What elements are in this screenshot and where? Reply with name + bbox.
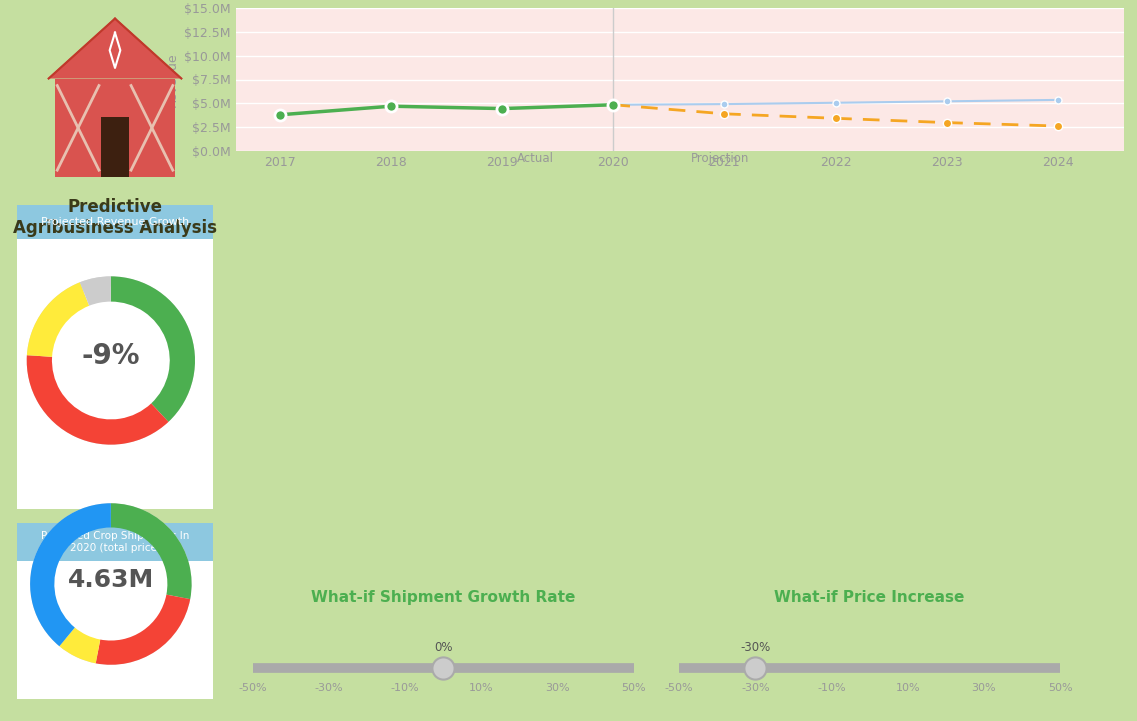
Text: Projected Revenue Growth: Projected Revenue Growth [41, 217, 189, 227]
Wedge shape [27, 282, 89, 357]
Wedge shape [59, 627, 100, 663]
Text: 4.63M: 4.63M [68, 568, 153, 592]
Text: 10%: 10% [895, 684, 920, 693]
Wedge shape [110, 276, 194, 422]
Polygon shape [49, 19, 181, 79]
Text: Projected Crop Shipments In
2020 (total price): Projected Crop Shipments In 2020 (total … [41, 531, 189, 553]
Text: -30%: -30% [315, 684, 343, 693]
FancyBboxPatch shape [17, 205, 214, 239]
Text: 0%: 0% [434, 641, 453, 654]
Text: What-if Price Increase: What-if Price Increase [774, 590, 965, 605]
Text: Projection: Projection [691, 152, 749, 165]
Y-axis label: Revenue: Revenue [166, 52, 179, 107]
FancyBboxPatch shape [55, 79, 175, 177]
Text: -50%: -50% [665, 684, 694, 693]
Wedge shape [26, 276, 196, 445]
Text: -10%: -10% [818, 684, 846, 693]
Text: -9%: -9% [82, 342, 140, 371]
FancyBboxPatch shape [17, 562, 214, 699]
FancyBboxPatch shape [17, 239, 214, 508]
Text: -30%: -30% [740, 641, 771, 654]
FancyBboxPatch shape [17, 523, 214, 562]
Text: Predictive
Agribusiness Analysis: Predictive Agribusiness Analysis [13, 198, 217, 237]
Text: -50%: -50% [239, 684, 267, 693]
Text: 30%: 30% [545, 684, 570, 693]
Text: 50%: 50% [1047, 684, 1072, 693]
Text: 30%: 30% [971, 684, 996, 693]
Text: 10%: 10% [468, 684, 493, 693]
Text: Actual: Actual [517, 152, 554, 165]
Text: -10%: -10% [391, 684, 420, 693]
FancyBboxPatch shape [101, 118, 128, 177]
Text: 50%: 50% [621, 684, 646, 693]
Wedge shape [30, 503, 111, 646]
Text: What-if Shipment Growth Rate: What-if Shipment Growth Rate [312, 590, 575, 605]
Wedge shape [27, 355, 168, 445]
Wedge shape [96, 595, 190, 665]
Wedge shape [110, 503, 192, 599]
Wedge shape [30, 503, 192, 665]
Text: -30%: -30% [741, 684, 770, 693]
Wedge shape [80, 276, 111, 306]
